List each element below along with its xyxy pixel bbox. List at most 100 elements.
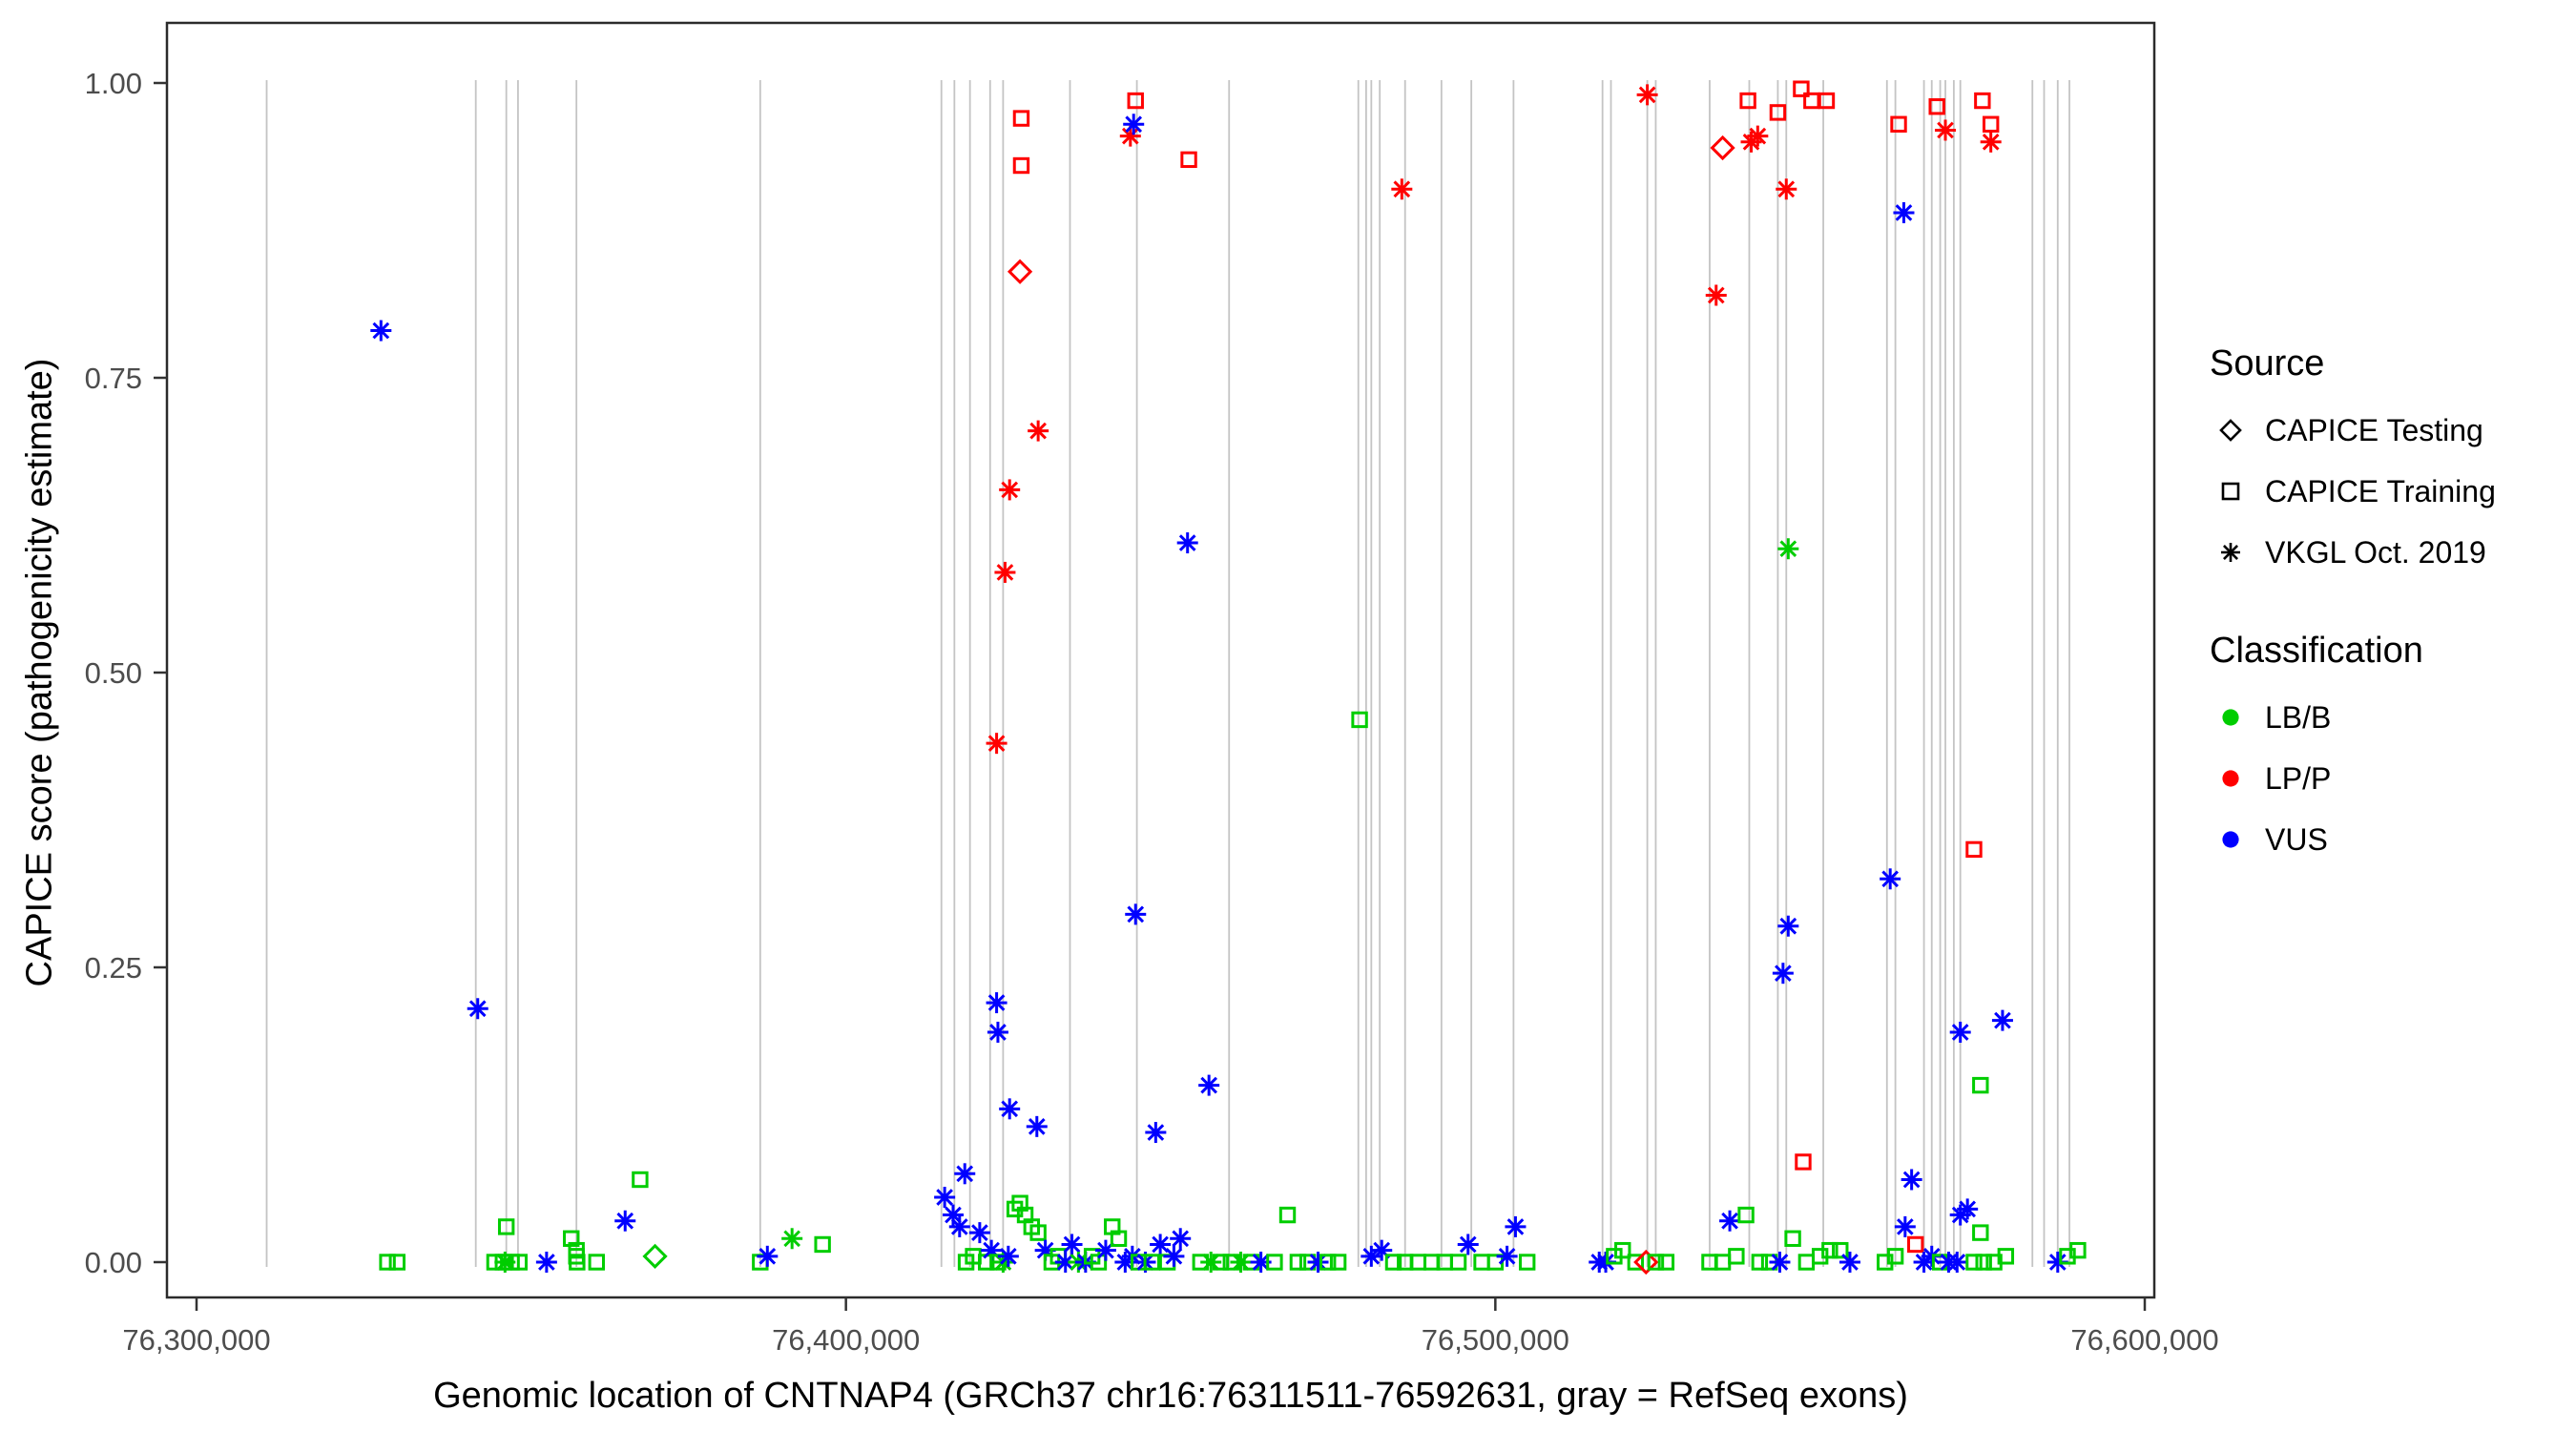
legend-item-label: VKGL Oct. 2019	[2265, 534, 2486, 570]
legend-item: VUS	[2210, 819, 2496, 861]
data-point	[1832, 1241, 1849, 1259]
data-point	[1710, 135, 1735, 161]
data-point	[1894, 1215, 1916, 1237]
data-point	[1123, 114, 1145, 135]
data-point	[1457, 1234, 1479, 1255]
data-point	[1890, 115, 1907, 133]
data-point	[1614, 1241, 1631, 1259]
data-point	[2069, 1241, 2087, 1259]
data-point	[1371, 1239, 1393, 1261]
data-point	[1176, 532, 1198, 554]
data-point	[1776, 178, 1797, 200]
data-point	[1026, 1115, 1048, 1137]
data-point	[1784, 1230, 1801, 1247]
data-point	[1975, 1254, 1992, 1271]
data-point	[1170, 1228, 1192, 1250]
data-point	[1012, 156, 1030, 175]
data-point	[997, 1245, 1019, 1267]
data-point	[1777, 538, 1799, 560]
data-point	[1769, 104, 1787, 121]
data-point	[1496, 1245, 1518, 1267]
data-point	[379, 1254, 396, 1271]
data-point	[1061, 1234, 1083, 1255]
x-tick-label: 76,400,000	[772, 1323, 920, 1357]
data-point	[1518, 1254, 1536, 1271]
data-point	[1705, 284, 1727, 306]
data-point	[1125, 903, 1147, 925]
data-point	[1180, 151, 1197, 169]
data-point	[1266, 1254, 1283, 1271]
data-point	[494, 1252, 516, 1273]
y-tick-label: 0.25	[85, 951, 142, 985]
data-point	[1777, 915, 1799, 937]
data-point	[1972, 1224, 1989, 1241]
legend-item-label: CAPICE Training	[2265, 473, 2496, 508]
diamond-icon	[2210, 409, 2252, 451]
data-point	[1991, 1009, 2013, 1031]
data-point	[986, 733, 1008, 755]
data-point	[999, 479, 1021, 501]
legend-item-label: LB/B	[2265, 699, 2332, 735]
data-point	[1319, 1254, 1337, 1271]
data-point	[1901, 1169, 1922, 1191]
data-point	[535, 1252, 557, 1273]
data-point	[1972, 1076, 1989, 1094]
legend-item: VKGL Oct. 2019	[2210, 531, 2496, 573]
data-point	[781, 1228, 803, 1250]
data-point	[1935, 119, 1957, 141]
data-point	[981, 1239, 1003, 1261]
data-point	[1728, 1248, 1745, 1265]
data-point	[1029, 1224, 1047, 1241]
data-point	[1449, 1254, 1467, 1271]
data-point	[1839, 1252, 1860, 1273]
data-point	[1957, 1198, 1979, 1220]
legend-item-label: CAPICE Testing	[2265, 412, 2483, 447]
dot-icon	[2210, 757, 2252, 799]
data-point	[1212, 1254, 1230, 1271]
y-tick-label: 0.00	[85, 1246, 142, 1279]
data-point	[1007, 259, 1033, 284]
x-tick-label: 76,600,000	[2070, 1323, 2218, 1357]
data-point	[1797, 1254, 1816, 1271]
asterisk-icon	[2210, 531, 2252, 573]
data-point	[757, 1245, 779, 1267]
data-point	[1737, 1206, 1755, 1224]
legend-source-items: CAPICE Testing CAPICE Training VKGL Oct. 2…	[2210, 409, 2496, 573]
y-tick-label: 1.00	[85, 67, 142, 100]
data-point	[1627, 1254, 1645, 1271]
data-point	[1473, 1254, 1490, 1271]
data-point	[1198, 1074, 1220, 1096]
legend-classification-items: LB/B LP/P VUS	[2210, 696, 2496, 861]
data-point	[467, 998, 488, 1020]
data-point	[1928, 98, 1945, 115]
data-point	[1739, 92, 1756, 110]
x-tick-label: 76,300,000	[122, 1323, 270, 1357]
data-point	[1505, 1215, 1527, 1237]
data-point	[1200, 1252, 1222, 1273]
data-point	[614, 1210, 636, 1232]
data-point	[1278, 1206, 1297, 1224]
data-point	[1028, 420, 1049, 442]
data-point	[388, 1254, 406, 1271]
data-point	[1143, 1254, 1160, 1271]
data-point	[1946, 1252, 1968, 1273]
x-tick-label: 76,500,000	[1422, 1323, 1569, 1357]
data-point	[1907, 1235, 1924, 1254]
data-point	[1011, 1194, 1028, 1212]
data-point	[563, 1230, 580, 1247]
data-point	[1719, 1210, 1741, 1232]
data-point	[1793, 80, 1810, 97]
legend-source-title: Source	[2210, 343, 2325, 384]
legend: Source CAPICE Testing CAPICE Training VKGL…	[2210, 343, 2496, 918]
data-point	[588, 1254, 605, 1271]
dot-icon	[2210, 819, 2252, 861]
data-point	[2046, 1252, 2068, 1273]
data-point	[497, 1218, 515, 1235]
data-point	[1110, 1230, 1128, 1247]
legend-item: LB/B	[2210, 696, 2496, 738]
data-point	[1647, 1254, 1665, 1271]
data-point	[1965, 1254, 1983, 1271]
data-point	[1636, 84, 1658, 106]
data-point	[1384, 1254, 1402, 1271]
